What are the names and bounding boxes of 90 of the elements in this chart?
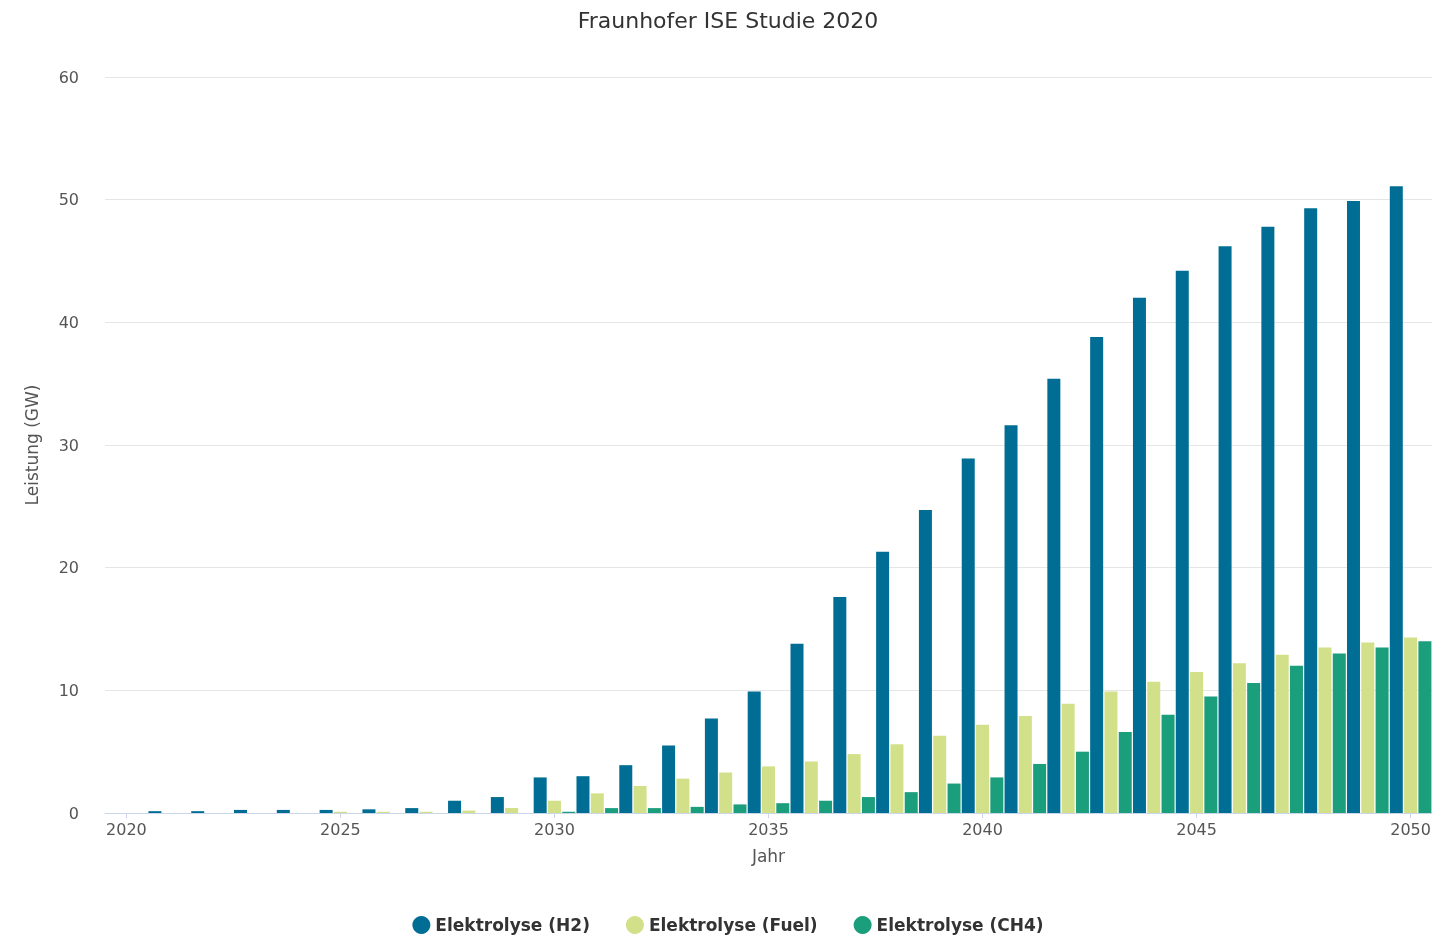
x-tick-label: 2045 xyxy=(1176,819,1217,839)
bar xyxy=(876,551,890,813)
bar xyxy=(1061,703,1075,813)
bar xyxy=(1047,378,1061,813)
bar xyxy=(704,718,718,813)
bar xyxy=(676,778,690,813)
bar xyxy=(490,797,504,813)
y-tick-label: 0 xyxy=(68,803,79,823)
bar xyxy=(1033,763,1047,813)
x-tick-label: 2030 xyxy=(534,819,575,839)
bar xyxy=(1247,682,1261,813)
bar xyxy=(405,808,419,813)
bar xyxy=(1418,641,1432,813)
x-axis-title: Jahr xyxy=(750,845,786,866)
y-axis-title: Leistung (GW) xyxy=(21,384,42,506)
bar xyxy=(747,691,761,813)
y-tick-label: 30 xyxy=(58,435,79,455)
bar xyxy=(1090,337,1104,813)
y-tick-label: 20 xyxy=(58,558,79,578)
legend-label: Elektrolyse (Fuel) xyxy=(648,915,818,935)
bar xyxy=(918,510,932,813)
bar xyxy=(961,458,975,813)
bar xyxy=(1218,246,1232,813)
bar xyxy=(1204,696,1218,813)
bar xyxy=(1289,665,1303,813)
bar xyxy=(505,808,519,813)
bar xyxy=(976,724,990,813)
bar xyxy=(1004,425,1018,813)
bar xyxy=(647,808,661,813)
x-tick-label: 2050 xyxy=(1390,819,1431,839)
bar xyxy=(1161,714,1175,813)
bar xyxy=(448,800,462,813)
bar xyxy=(733,804,747,813)
bar xyxy=(890,744,904,813)
bar xyxy=(605,808,619,813)
bar xyxy=(947,783,961,813)
x-tick-label: 2025 xyxy=(320,819,361,839)
bar xyxy=(1275,654,1289,813)
bar xyxy=(1132,297,1146,813)
bar xyxy=(1404,637,1418,813)
bar xyxy=(719,772,733,813)
bar xyxy=(861,797,875,813)
y-tick-label: 60 xyxy=(58,67,79,87)
bar xyxy=(990,777,1004,813)
bar xyxy=(1304,208,1318,813)
bar xyxy=(819,800,833,813)
bar xyxy=(1346,200,1360,813)
bar xyxy=(1232,663,1246,813)
bar xyxy=(662,745,676,813)
bar xyxy=(1190,671,1204,813)
bar xyxy=(234,809,248,813)
bar xyxy=(276,809,290,813)
bar xyxy=(804,761,818,813)
bar xyxy=(1118,732,1132,813)
bar xyxy=(1332,653,1346,813)
bar xyxy=(319,809,333,813)
bar xyxy=(633,786,647,813)
y-tick-label: 40 xyxy=(58,312,79,332)
legend-label: Elektrolyse (H2) xyxy=(435,915,590,935)
bar xyxy=(362,809,376,813)
bar xyxy=(1318,647,1332,813)
bar xyxy=(1018,716,1032,813)
bar xyxy=(533,777,547,813)
bar xyxy=(762,766,775,813)
bar xyxy=(576,776,590,813)
bar xyxy=(833,597,847,813)
y-tick-label: 10 xyxy=(58,680,79,700)
bar xyxy=(1361,642,1375,813)
x-tick-label: 2040 xyxy=(962,819,1003,839)
bar xyxy=(847,754,861,813)
x-tick-label: 2020 xyxy=(106,819,147,839)
bar xyxy=(547,800,561,813)
bar xyxy=(904,792,918,813)
chart-title: Fraunhofer ISE Studie 2020 xyxy=(577,7,879,33)
bar xyxy=(690,806,704,813)
bar xyxy=(933,735,947,813)
bar xyxy=(1261,226,1275,813)
bar xyxy=(1147,681,1161,813)
bar xyxy=(1389,186,1403,813)
x-tick-label: 2035 xyxy=(748,819,789,839)
y-tick-label: 50 xyxy=(58,190,79,210)
bar xyxy=(776,803,790,813)
legend-label: Elektrolyse (CH4) xyxy=(876,915,1044,935)
bar xyxy=(1075,751,1089,813)
bar xyxy=(790,643,804,813)
bar xyxy=(590,793,604,813)
bar xyxy=(1104,691,1118,813)
bar xyxy=(619,765,633,813)
bar xyxy=(1375,647,1389,813)
bar xyxy=(1175,270,1189,813)
